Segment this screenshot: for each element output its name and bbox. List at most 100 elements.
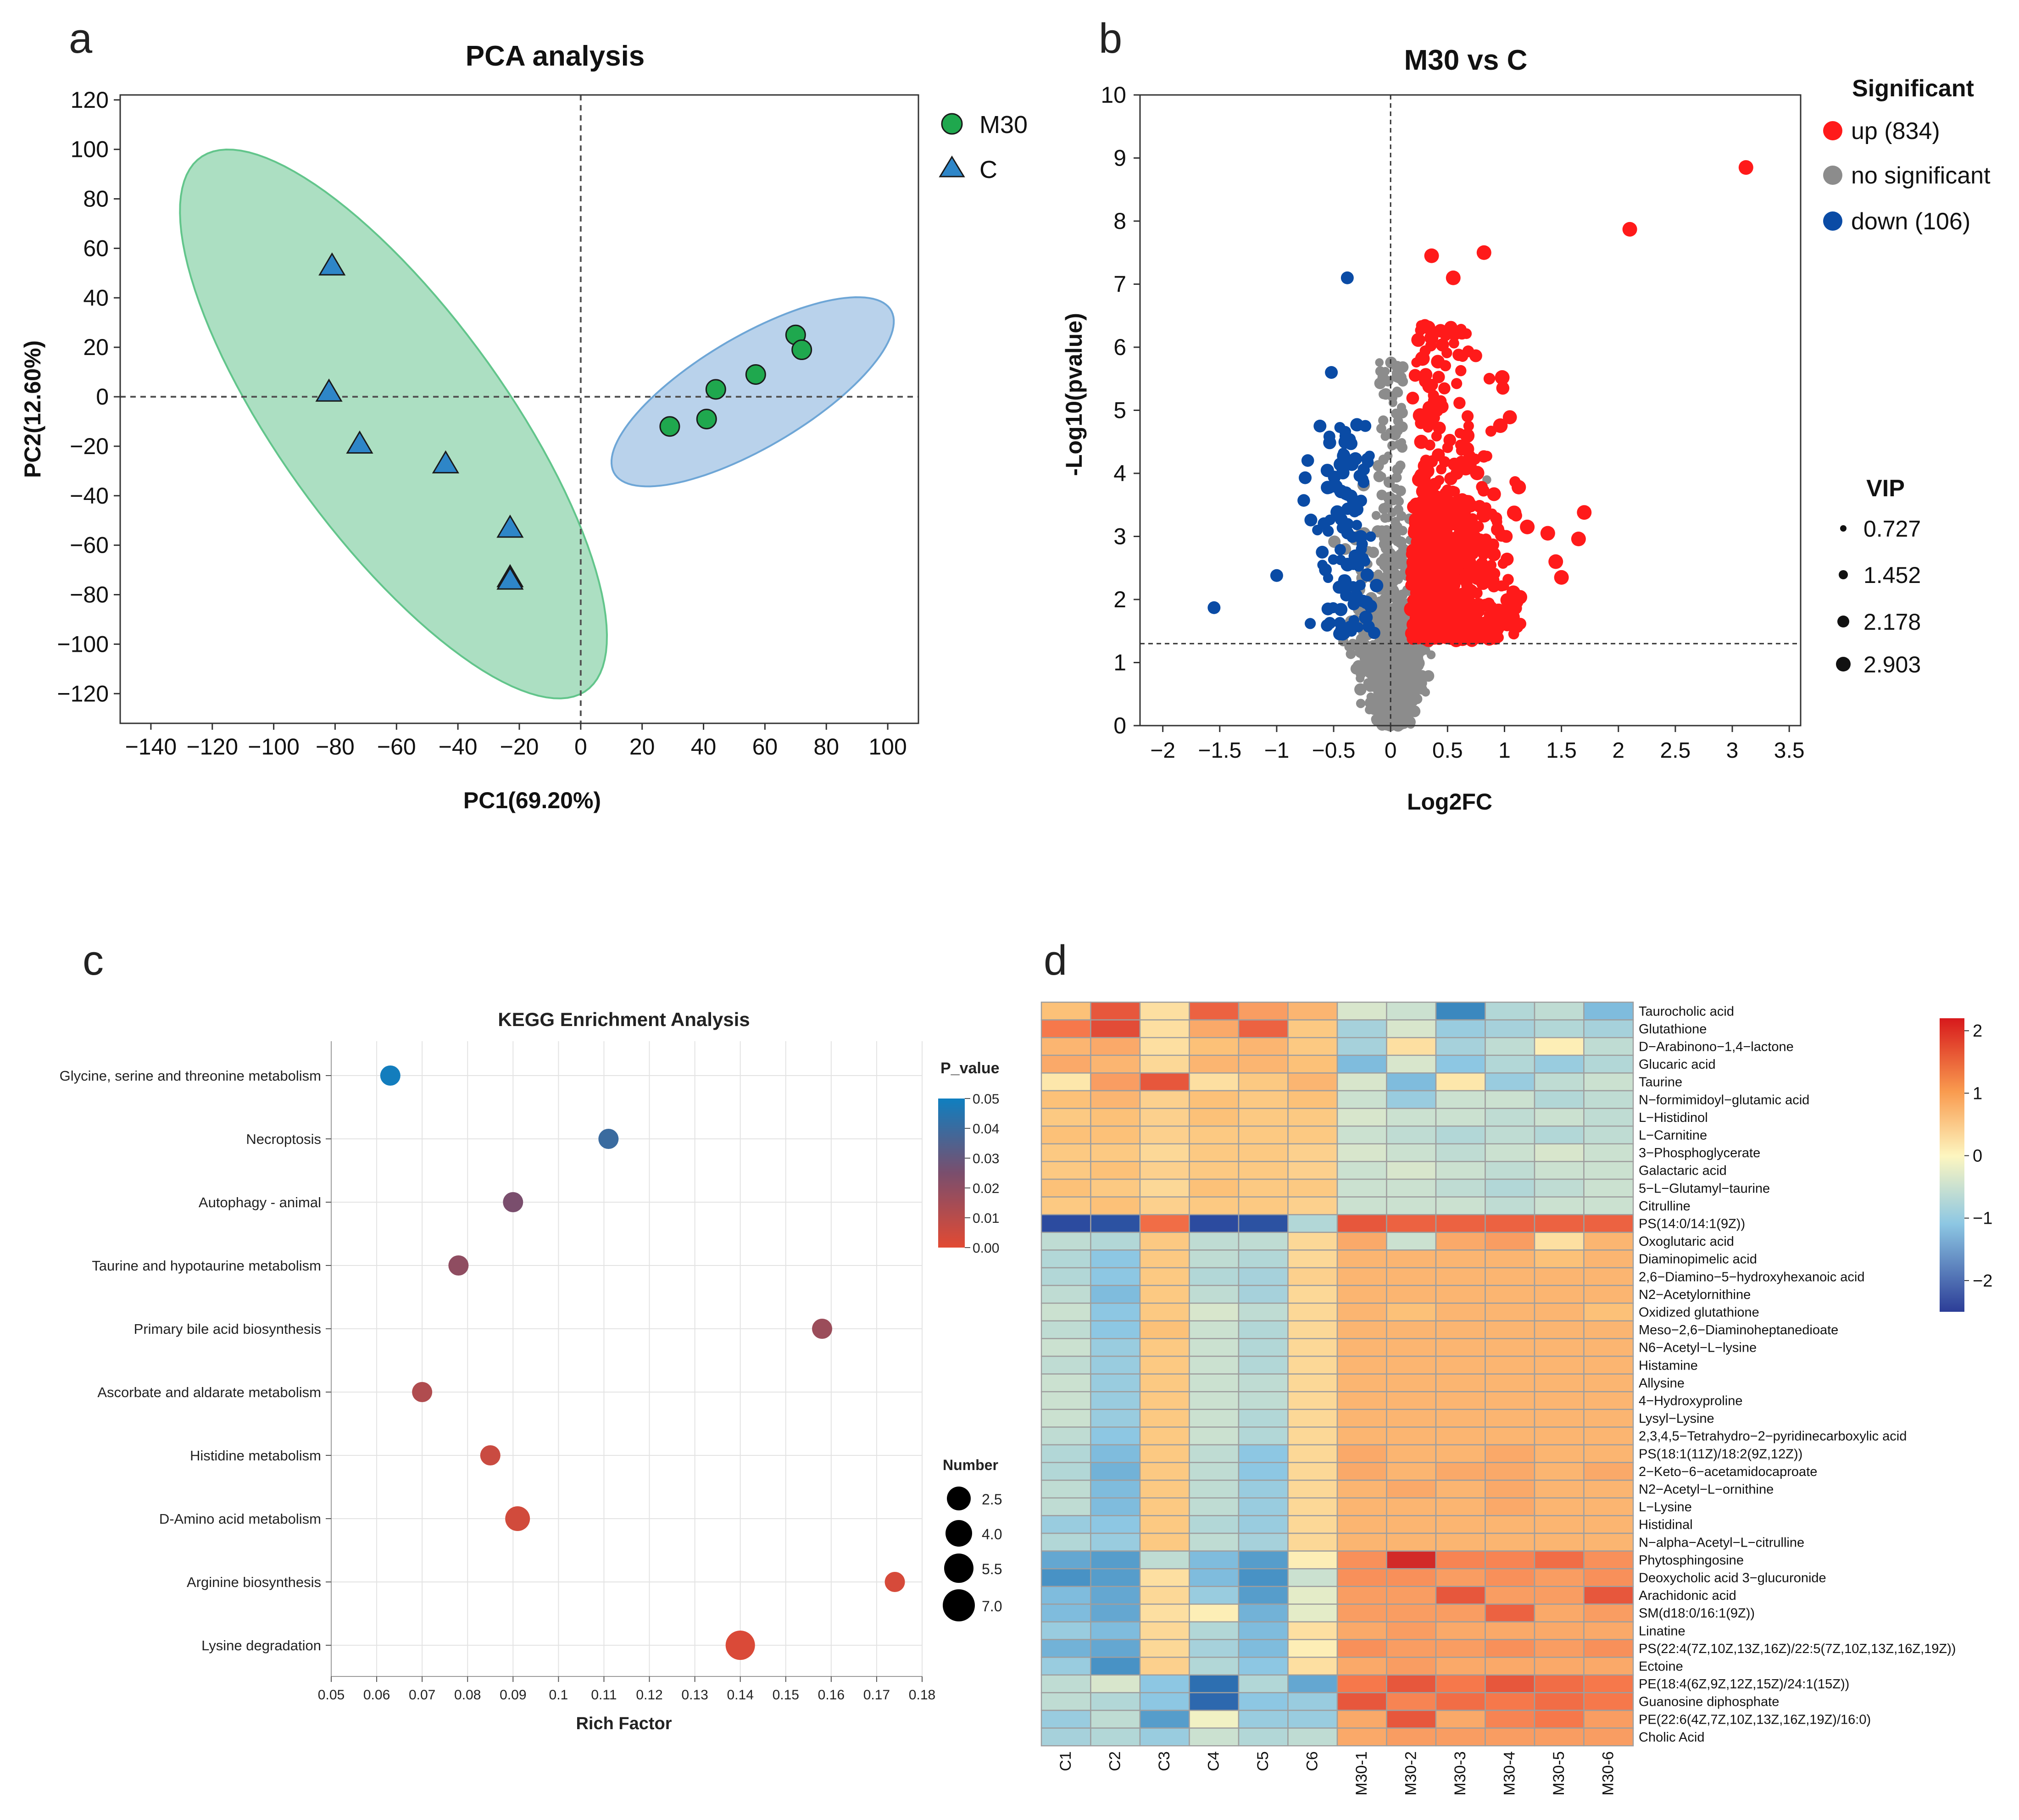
heatmap-cell — [1435, 1639, 1486, 1658]
heatmap-cell — [1139, 1409, 1190, 1428]
volcano-point-ns — [1390, 716, 1400, 727]
heatmap-cell — [1040, 1302, 1091, 1322]
volcano-point-up — [1473, 500, 1486, 513]
kegg-x-tick-label: 0.18 — [909, 1687, 935, 1703]
heatmap-cell — [1386, 1409, 1437, 1428]
heatmap-cell — [1583, 1143, 1634, 1162]
volcano-point-down — [1350, 418, 1364, 432]
volcano-point-ns — [1373, 471, 1385, 483]
pvalue-colorbar-label: 0.02 — [973, 1181, 999, 1196]
heatmap-column-label: M30-4 — [1501, 1751, 1518, 1795]
kegg-point — [598, 1129, 619, 1149]
volcano-point-up — [1422, 403, 1435, 416]
volcano-point-up — [1491, 611, 1506, 626]
pca-x-label: PC1(69.20%) — [463, 788, 601, 813]
volcano-point-up — [1423, 503, 1437, 518]
volcano-point-ns — [1378, 598, 1388, 607]
vip-label-3: 2.178 — [1863, 609, 1921, 635]
volcano-point-down — [1347, 598, 1360, 610]
kegg-x-tick-label: 0.15 — [773, 1687, 799, 1703]
heatmap-cell — [1139, 1515, 1190, 1534]
heatmap-cell — [1534, 1621, 1585, 1640]
heatmap-cell — [1090, 1409, 1141, 1428]
ellipse-c — [179, 148, 608, 699]
heatmap-cell — [1287, 1161, 1338, 1180]
pca-x-tick-label: −100 — [248, 734, 300, 760]
heatmap-cell — [1435, 1479, 1486, 1499]
volcano-point-ns — [1366, 683, 1375, 692]
heatmap-cell — [1583, 1001, 1634, 1021]
heatmap-cell — [1238, 1674, 1289, 1693]
volcano-point-ns — [1373, 460, 1384, 472]
heatmap-row-label: Allysine — [1639, 1376, 1685, 1391]
heatmap-cell — [1287, 1586, 1338, 1605]
heatmap-cell — [1386, 1285, 1437, 1304]
volcano-point-down — [1340, 558, 1355, 572]
heatmap-cell — [1485, 1727, 1535, 1747]
heatmap-cell — [1386, 1604, 1437, 1623]
vip-size-1 — [1840, 525, 1847, 532]
heatmap-cell — [1485, 1639, 1535, 1658]
heatmap-cell — [1287, 1727, 1338, 1747]
heatmap-cell — [1534, 1232, 1585, 1251]
pca-point-c — [496, 566, 524, 590]
volcano-point-down — [1365, 531, 1376, 542]
volcano-point-up — [1622, 222, 1637, 237]
heatmap-cell — [1386, 1444, 1437, 1463]
heatmap-row-label: N−alpha−Acetyl−L−citrulline — [1639, 1535, 1804, 1550]
heatmap-cell — [1583, 1444, 1634, 1463]
volcano-point-up — [1491, 516, 1502, 527]
heatmap-cell — [1090, 1249, 1141, 1269]
heatmap-cells — [1040, 1001, 1634, 1747]
heatmap-row-label: PE(22:6(4Z,7Z,10Z,13Z,16Z,19Z)/16:0) — [1639, 1712, 1871, 1727]
heatmap-cell — [1090, 1267, 1141, 1286]
heatmap-cell — [1583, 1639, 1634, 1658]
heatmap-cell — [1238, 1214, 1289, 1233]
volcano-point-ns — [1392, 464, 1403, 475]
volcano-point-up — [1496, 580, 1507, 592]
volcano-point-up — [1411, 333, 1425, 347]
heatmap-cell — [1534, 1125, 1585, 1145]
heatmap-cell — [1583, 1285, 1634, 1304]
volcano-point-up — [1455, 365, 1467, 377]
heatmap-cell — [1386, 1125, 1437, 1145]
heatmap-cell — [1040, 1391, 1091, 1410]
heatmap-cell — [1534, 1178, 1585, 1198]
heatmap-cell — [1336, 1267, 1387, 1286]
volcano-point-up — [1462, 345, 1474, 357]
heatmap-cell — [1287, 1320, 1338, 1339]
heatmap-cell — [1534, 1267, 1585, 1286]
volcano-point-ns — [1370, 657, 1382, 668]
heatmap-cell — [1090, 1568, 1141, 1587]
heatmap-cell — [1139, 1267, 1190, 1286]
volcano-point-up — [1464, 538, 1478, 552]
heatmap-cell — [1336, 1532, 1387, 1552]
pca-y-tick-label: 80 — [83, 186, 109, 212]
pca-y-tick-label: 120 — [71, 87, 109, 113]
volcano-y-tick-label: 10 — [1101, 82, 1126, 108]
heatmap-cell — [1189, 1249, 1240, 1269]
heatmap-cell — [1336, 1125, 1387, 1145]
heatmap-cell — [1287, 1639, 1338, 1658]
heatmap-cell — [1485, 1497, 1535, 1516]
heatmap-cell — [1090, 1515, 1141, 1534]
heatmap-cell — [1287, 1674, 1338, 1693]
heatmap-cell — [1189, 1090, 1240, 1109]
heatmap-cell — [1435, 1072, 1486, 1092]
kegg-category-label: Primary bile acid biosynthesis — [134, 1321, 321, 1337]
heatmap-cell — [1583, 1727, 1634, 1747]
heatmap-cell — [1139, 1639, 1190, 1658]
heatmap-row-label: Arachidonic acid — [1639, 1588, 1736, 1603]
volcano-point-up — [1424, 625, 1438, 639]
volcano-point-down — [1270, 569, 1283, 582]
heatmap-cell — [1583, 1037, 1634, 1056]
heatmap-cell — [1386, 1639, 1437, 1658]
heatmap-cell — [1287, 1232, 1338, 1251]
kegg-point — [380, 1065, 400, 1086]
heatmap-cell — [1238, 1232, 1289, 1251]
volcano-point-up — [1463, 526, 1474, 537]
heatmap-cell — [1090, 1639, 1141, 1658]
heatmap-cell — [1435, 1214, 1486, 1233]
heatmap-cell — [1386, 1355, 1437, 1375]
heatmap-column-label: C1 — [1057, 1751, 1074, 1771]
